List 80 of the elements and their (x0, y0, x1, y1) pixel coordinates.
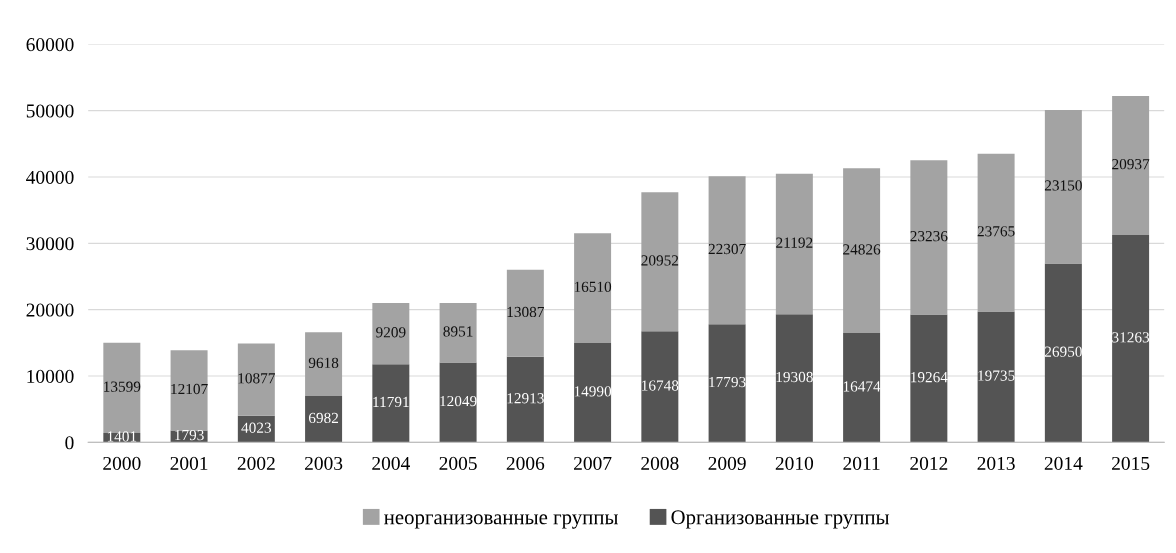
bar (170, 350, 208, 431)
data-label: 6982 (308, 412, 339, 424)
data-label: 4023 (241, 422, 272, 433)
data-label: 14990 (574, 386, 612, 397)
data-label: 26950 (1044, 346, 1082, 357)
data-label: 19308 (776, 371, 813, 383)
data-label: 23765 (977, 226, 1015, 237)
bar (506, 269, 544, 357)
x-tick-label: 2001 (170, 456, 208, 470)
bar (843, 333, 881, 443)
y-tick-label: 60000 (26, 38, 74, 52)
bar (775, 314, 813, 443)
bar (1044, 109, 1082, 264)
data-label: 1401 (107, 431, 137, 442)
y-tick-label: 10000 (27, 369, 74, 383)
bar (305, 332, 343, 397)
data-label: 8951 (443, 326, 473, 337)
bar (305, 396, 343, 443)
bar (641, 331, 679, 443)
y-tick-label: 0 (65, 436, 74, 450)
data-label: 12107 (171, 383, 208, 395)
x-tick-label: 2011 (843, 456, 880, 470)
data-label: 19735 (978, 370, 1015, 381)
legend-label: Организованные группы (671, 510, 890, 529)
bar (372, 364, 410, 443)
x-tick-label: 2009 (708, 456, 746, 470)
x-tick-label: 2012 (910, 456, 948, 470)
data-label: 13599 (104, 381, 141, 392)
x-tick-label: 2004 (372, 456, 410, 470)
x-tick-label: 2015 (1112, 456, 1150, 470)
bar (708, 324, 746, 443)
y-tick-label: 20000 (26, 303, 74, 317)
bar (506, 356, 544, 443)
data-label: 31263 (1112, 332, 1150, 343)
data-label: 13087 (507, 306, 544, 318)
bar (1112, 96, 1150, 235)
bar (641, 192, 679, 332)
x-tick-label: 2007 (574, 456, 612, 470)
bar (439, 303, 477, 363)
bar (1044, 263, 1082, 443)
data-label: 16510 (574, 281, 612, 292)
data-label: 23236 (910, 231, 948, 242)
data-label: 9618 (308, 357, 339, 368)
data-label: 9209 (376, 327, 406, 338)
x-tick-label: 2003 (304, 456, 343, 470)
data-label: 1793 (175, 430, 204, 441)
bar (1112, 234, 1150, 443)
data-label: 23150 (1044, 180, 1082, 191)
bar (977, 153, 1015, 312)
data-label: 12049 (440, 395, 477, 407)
data-label: 17793 (709, 376, 746, 388)
x-tick-label: 2014 (1044, 456, 1083, 470)
x-tick-label: 2006 (506, 456, 545, 470)
bar (574, 342, 612, 443)
bar (574, 233, 612, 343)
data-label: 20952 (641, 255, 679, 266)
bar (775, 173, 813, 315)
bar (843, 168, 881, 334)
x-tick-label: 2000 (103, 456, 141, 470)
bar (977, 311, 1015, 443)
bar (237, 343, 275, 416)
data-label: 11791 (373, 396, 409, 408)
x-tick-label: 2005 (439, 456, 477, 470)
bar (372, 303, 410, 365)
y-tick-label: 50000 (26, 104, 74, 118)
x-tick-label: 2008 (641, 456, 679, 470)
y-tick-label: 40000 (26, 170, 74, 184)
bar (439, 362, 477, 443)
y-tick-label: 30000 (26, 237, 74, 251)
x-tick-label: 2013 (977, 456, 1015, 470)
data-label: 10877 (238, 373, 275, 384)
bar (910, 314, 948, 443)
data-label: 21192 (776, 237, 813, 248)
x-tick-label: 2010 (775, 456, 814, 470)
bar (708, 176, 746, 325)
legend-label: неорганизованные группы (384, 514, 618, 529)
x-tick-label: 2002 (237, 456, 275, 470)
data-label: 12913 (507, 393, 544, 404)
data-label: 22307 (708, 243, 746, 255)
bar (910, 160, 948, 315)
